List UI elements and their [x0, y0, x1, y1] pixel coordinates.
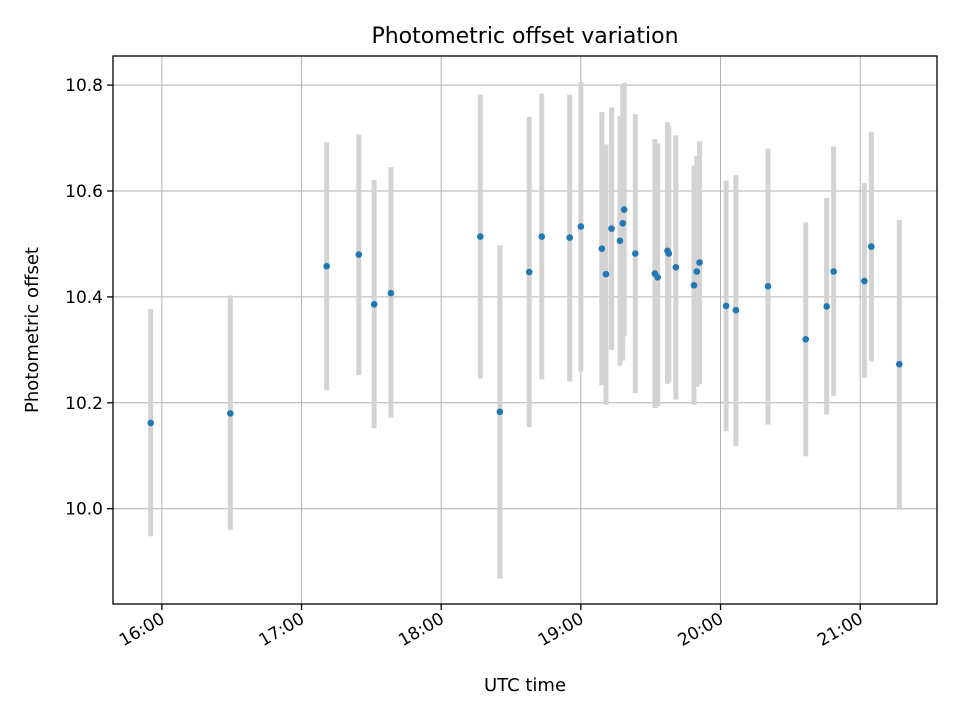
x-tick-label-4: 20:00: [675, 609, 727, 651]
data-point-26: [696, 259, 703, 266]
data-point-1: [227, 410, 234, 417]
data-point-0: [147, 419, 155, 427]
data-point-6: [477, 233, 484, 240]
data-point-8: [525, 268, 533, 276]
data-point-7: [496, 408, 504, 416]
data-point-10: [566, 234, 573, 241]
y-axis-ticks: 10.0 10.2 10.4 10.6 10.8: [65, 76, 113, 520]
y-tick-label-4: 10.8: [65, 76, 103, 96]
data-point-9: [538, 233, 546, 240]
x-tick-label-1: 17:00: [256, 609, 308, 651]
data-points: [147, 206, 903, 427]
data-point-31: [823, 303, 830, 310]
x-tick-label-5: 21:00: [814, 609, 866, 651]
x-tick-label-3: 19:00: [535, 609, 587, 651]
y-axis-label: Photometric offset: [22, 247, 43, 413]
x-axis-label: UTC time: [484, 675, 566, 696]
data-point-3: [355, 251, 363, 258]
data-point-25: [693, 268, 701, 275]
data-point-13: [602, 270, 610, 278]
data-point-30: [802, 335, 810, 343]
data-point-34: [868, 243, 875, 250]
x-axis-ticks: 16:00 17:00 18:00 19:00 20:00 21:00: [116, 604, 867, 651]
data-point-35: [895, 360, 903, 368]
y-tick-label-0: 10.0: [65, 500, 103, 520]
plot-frame: [112, 55, 938, 605]
data-point-5: [387, 289, 395, 297]
data-point-14: [608, 225, 615, 232]
data-point-23: [672, 263, 680, 271]
data-point-18: [632, 250, 639, 257]
data-point-11: [577, 223, 585, 230]
data-point-28: [732, 306, 740, 314]
y-tick-label-2: 10.4: [65, 288, 103, 308]
data-point-20: [654, 274, 661, 281]
data-point-27: [722, 302, 730, 310]
error-bars: [148, 81, 902, 579]
data-point-22: [665, 250, 673, 257]
y-tick-label-3: 10.6: [65, 182, 103, 202]
grid: [113, 56, 937, 604]
data-point-4: [370, 301, 378, 308]
x-tick-label-2: 18:00: [395, 609, 447, 651]
data-point-15: [616, 237, 624, 245]
chart-title: Photometric offset variation: [371, 24, 678, 49]
data-point-29: [764, 283, 772, 290]
data-point-17: [620, 206, 628, 213]
x-tick-label-0: 16:00: [116, 609, 168, 651]
y-tick-label-1: 10.2: [65, 394, 103, 414]
data-point-32: [830, 268, 837, 275]
data-point-24: [690, 281, 698, 289]
data-point-16: [619, 220, 627, 227]
data-point-33: [861, 277, 868, 285]
data-point-12: [598, 245, 606, 253]
data-point-2: [323, 262, 330, 270]
